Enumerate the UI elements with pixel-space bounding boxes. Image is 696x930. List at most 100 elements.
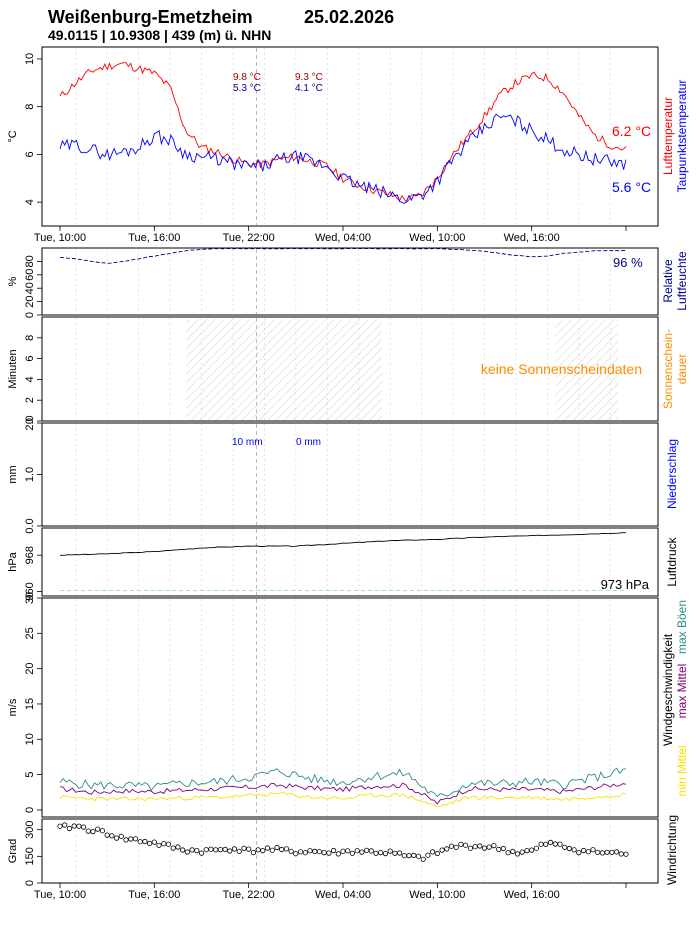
direction-point	[510, 848, 516, 855]
direction-point	[604, 849, 610, 855]
direction-point	[500, 845, 506, 852]
y-axis-label: °C	[7, 130, 19, 142]
y-tick-label: 4	[24, 376, 36, 382]
direction-point	[90, 828, 96, 835]
direction-point	[462, 842, 469, 848]
y-axis-label: %	[7, 276, 19, 286]
direction-point	[623, 851, 629, 857]
wind-max-mean-line	[59, 782, 627, 805]
wind-gust-line	[59, 767, 627, 798]
y-tick-label: 10	[24, 53, 36, 65]
y-tick-label: 968	[24, 546, 36, 564]
direction-point	[613, 849, 620, 855]
temp-series-label: Lufttemperatur	[661, 97, 675, 175]
direction-point	[444, 846, 450, 852]
direction-point	[316, 849, 322, 855]
y-tick-label: 0.0	[24, 518, 36, 533]
y-tick-label: 0	[24, 312, 36, 318]
direction-point	[354, 848, 360, 854]
direction-point	[557, 841, 563, 847]
direction-point	[288, 848, 294, 854]
y-tick-label: 60	[24, 269, 36, 281]
direction-point	[387, 848, 393, 854]
direction-point	[411, 852, 417, 859]
wind-legend-min: min Mittel	[675, 745, 689, 796]
humidity-line	[59, 248, 627, 264]
direction-point	[156, 842, 162, 848]
direction-point	[151, 839, 157, 845]
precip-annotation-right: 0 mm	[296, 437, 321, 448]
y-tick-label: 15	[24, 698, 36, 710]
direction-point	[321, 849, 327, 856]
y-tick-label: 6	[24, 151, 36, 157]
direction-point	[562, 844, 568, 850]
direction-point	[396, 850, 403, 856]
direction-point	[236, 848, 242, 854]
direction-point	[246, 846, 252, 852]
direction-point	[439, 847, 445, 853]
y-tick-label: 5	[24, 772, 36, 778]
direction-point	[62, 822, 68, 828]
direction-point	[486, 844, 492, 850]
direction-point	[76, 823, 82, 829]
x-tick-label: Wed, 16:00	[504, 889, 560, 901]
temperature-panel-frame	[41, 46, 659, 227]
direction-label: Windrichtung	[665, 815, 679, 885]
wind-legend-max: max Mittel	[675, 664, 689, 719]
x-tick-label: Tue, 10:00	[34, 232, 86, 244]
dew-annotation-right: 4.1 °C	[295, 83, 323, 94]
y-tick-label: 25	[24, 627, 36, 639]
sunshine-label-1: Sonnenschein-	[661, 329, 675, 409]
direction-point	[132, 836, 139, 842]
last-humidity-value: 96 %	[613, 255, 643, 270]
temp-annotation-left: 9.8 °C	[233, 72, 261, 83]
direction-point	[566, 845, 573, 852]
direction-point	[57, 823, 63, 829]
direction-point	[571, 847, 577, 853]
dew-series-label: Taupunktstemperatur	[675, 80, 689, 193]
direction-point	[382, 850, 389, 857]
wind-label: Windgeschwindigkeit	[661, 633, 675, 746]
last-pressure-value: 973 hPa	[601, 577, 650, 592]
y-tick-label: 8	[24, 335, 36, 341]
precip-annotation-left: 10 mm	[232, 437, 263, 448]
y-tick-label: 960	[24, 582, 36, 600]
y-tick-label: 2	[24, 397, 36, 403]
humidity-label-2: Luftfeuchte	[675, 251, 689, 311]
y-axis-label: Minuten	[7, 349, 19, 388]
wind-min-mean-line	[59, 791, 627, 808]
y-tick-label: 150	[24, 847, 36, 865]
y-tick-label: 6	[24, 356, 36, 362]
direction-point	[227, 848, 233, 854]
y-tick-label: 10	[24, 733, 36, 745]
x-tick-label: Wed, 04:00	[315, 232, 371, 244]
y-axis-label: mm	[7, 465, 19, 483]
x-tick-label: Tue, 16:00	[128, 889, 180, 901]
wind-legend-gust: max Böen	[675, 600, 689, 654]
y-tick-label: 0	[24, 880, 36, 886]
direction-point	[585, 849, 591, 855]
direction-point	[231, 846, 238, 852]
direction-point	[118, 833, 124, 839]
y-axis-label: Grad	[7, 839, 19, 863]
direction-point	[514, 851, 521, 857]
pressure-line	[60, 532, 626, 556]
dew-annotation-left: 5.3 °C	[233, 83, 261, 94]
x-tick-label: Tue, 22:00	[223, 232, 275, 244]
precipitation-label: Niederschlag	[665, 439, 679, 509]
direction-point	[283, 846, 289, 852]
direction-point	[406, 852, 412, 859]
y-tick-label: 8	[24, 104, 36, 110]
direction-point	[576, 849, 582, 856]
y-tick-label: 30	[24, 592, 36, 604]
direction-point	[269, 847, 275, 853]
direction-point	[529, 847, 535, 853]
direction-point	[222, 846, 228, 853]
direction-point	[175, 844, 181, 850]
direction-point	[429, 849, 436, 855]
direction-point	[533, 845, 540, 851]
direction-point	[345, 848, 351, 854]
x-tick-label: Wed, 16:00	[504, 232, 560, 244]
x-tick-label: Wed, 10:00	[409, 232, 465, 244]
